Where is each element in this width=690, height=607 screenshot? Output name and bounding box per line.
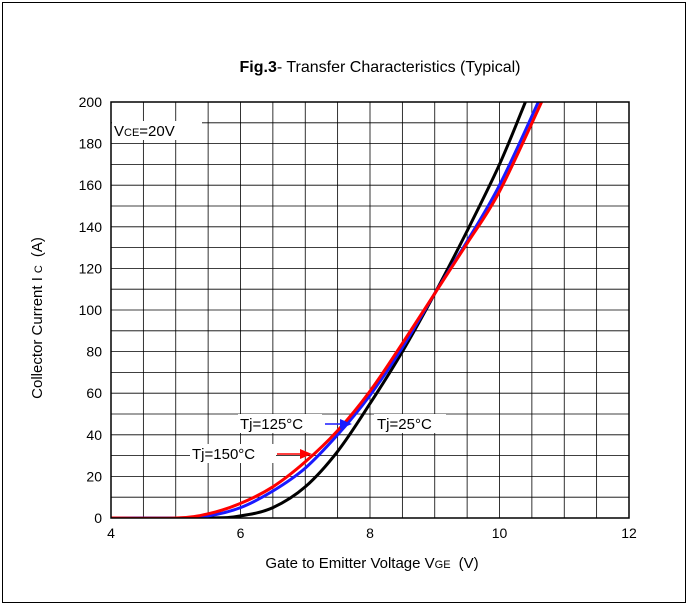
chart-title-rest: - Transfer Characteristics (Typical) xyxy=(277,59,521,76)
svg-text:Tj=150°C: Tj=150°C xyxy=(192,446,255,463)
y-tick-label: 160 xyxy=(79,177,103,193)
svg-text:Tj=125°C: Tj=125°C xyxy=(240,416,303,433)
y-tick-label: 60 xyxy=(86,385,102,401)
y-tick-label: 140 xyxy=(79,219,103,235)
y-tick-labels: 0 20 40 60 80 100 120 140 160 180 200 xyxy=(79,94,103,526)
arrow-icon xyxy=(340,419,352,429)
grid xyxy=(111,102,629,518)
x-tick-label: 8 xyxy=(366,525,374,541)
svg-text:VCE=20V: VCE=20V xyxy=(114,123,175,140)
x-tick-label: 10 xyxy=(492,525,508,541)
annotation-tj125: Tj=125°C xyxy=(238,414,352,433)
y-tick-label: 40 xyxy=(86,427,102,443)
y-tick-label: 180 xyxy=(79,136,103,152)
x-tick-labels: 4 6 8 10 12 xyxy=(107,525,637,541)
chart-title: Fig.3- Transfer Characteristics (Typical… xyxy=(240,59,521,76)
y-tick-label: 100 xyxy=(79,302,103,318)
annotation-tj150: Tj=150°C xyxy=(190,444,312,463)
annotation-tj25: Tj=25°C xyxy=(374,414,446,433)
series-line-tj25c xyxy=(111,102,527,518)
plot-area xyxy=(110,101,630,519)
condition-label: VCE=20V xyxy=(112,121,202,140)
x-tick-label: 6 xyxy=(237,525,245,541)
y-tick-label: 0 xyxy=(94,510,102,526)
y-tick-label: 80 xyxy=(86,344,102,360)
svg-text:Tj=25°C: Tj=25°C xyxy=(377,416,432,433)
x-tick-label: 12 xyxy=(621,525,637,541)
x-axis-label: Gate to Emitter Voltage VGE (V) xyxy=(265,555,478,572)
x-tick-label: 4 xyxy=(107,525,115,541)
y-tick-label: 20 xyxy=(86,468,102,484)
y-tick-label: 200 xyxy=(79,94,103,110)
series-lines xyxy=(111,102,543,518)
y-tick-label: 120 xyxy=(79,260,103,276)
chart-title-bold: Fig.3 xyxy=(240,59,277,76)
series-line-tj150c xyxy=(111,102,543,518)
arrow-icon xyxy=(300,449,312,459)
y-axis-label: Collector Current IC(A) xyxy=(29,237,46,399)
